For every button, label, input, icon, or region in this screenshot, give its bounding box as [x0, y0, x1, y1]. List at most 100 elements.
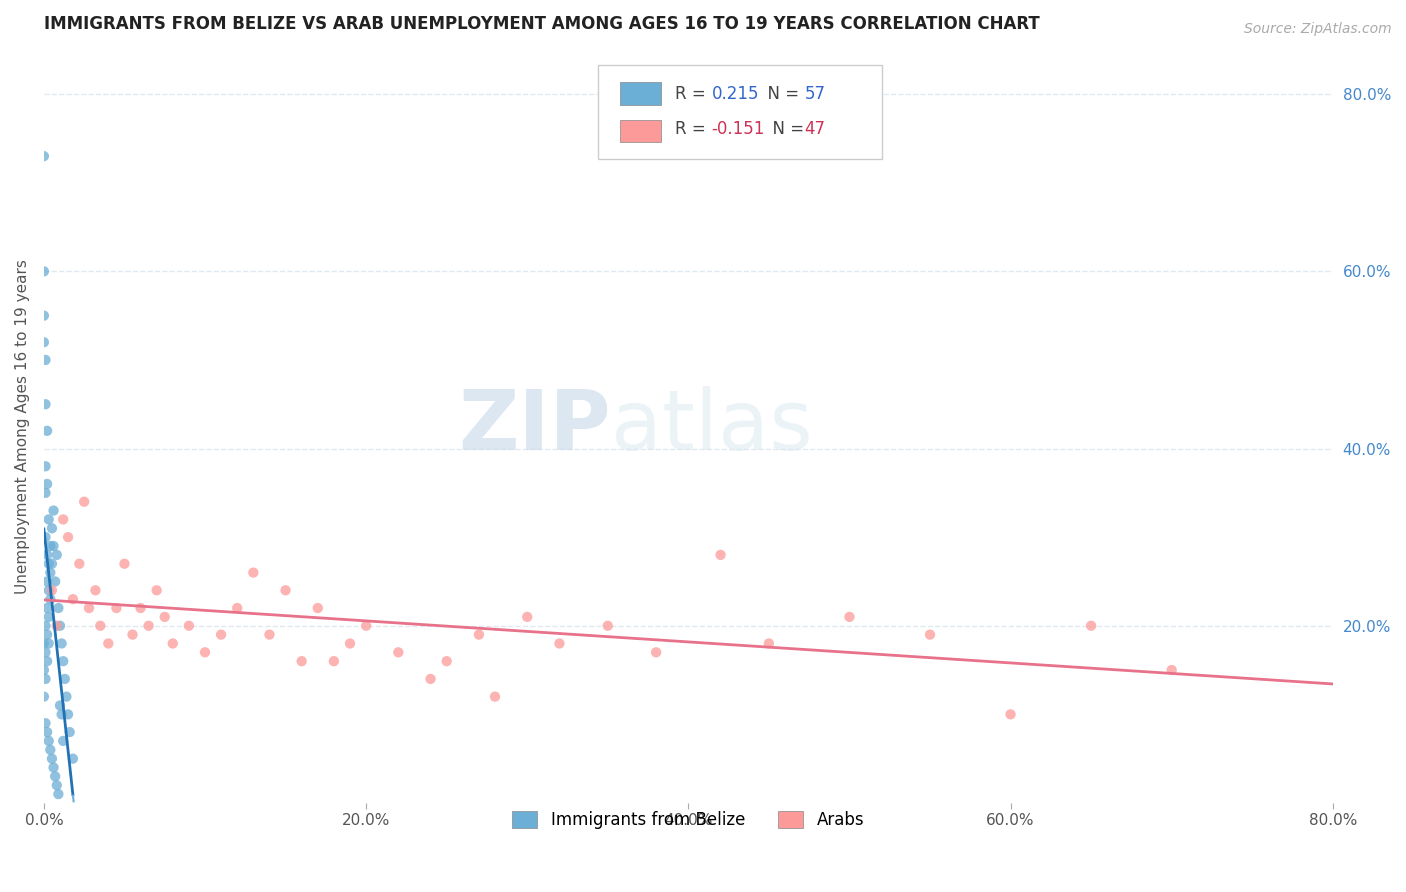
Text: R =: R = [675, 85, 711, 103]
Point [37, 725, 59, 739]
Point [419, 672, 441, 686]
FancyBboxPatch shape [620, 120, 661, 143]
Point [37, 601, 59, 615]
Point [596, 619, 619, 633]
Point [52, 512, 75, 526]
Point [32, 690, 55, 704]
Point [38, 610, 60, 624]
Point [1000, 707, 1022, 722]
Point [41, 583, 63, 598]
Point [516, 610, 538, 624]
Point [34, 397, 56, 411]
Point [38, 734, 60, 748]
Point [38, 557, 60, 571]
Point [84, 583, 107, 598]
Point [484, 690, 506, 704]
Text: N =: N = [762, 120, 810, 138]
FancyBboxPatch shape [598, 65, 882, 159]
Point [34, 645, 56, 659]
Point [436, 654, 458, 668]
Y-axis label: Unemployment Among Ages 16 to 19 years: Unemployment Among Ages 16 to 19 years [15, 259, 30, 594]
Point [49, 698, 72, 713]
Text: IMMIGRANTS FROM BELIZE VS ARAB UNEMPLOYMENT AMONG AGES 16 TO 19 YEARS CORRELATIO: IMMIGRANTS FROM BELIZE VS ARAB UNEMPLOYM… [44, 15, 1039, 33]
Point [194, 645, 217, 659]
Point [77, 601, 100, 615]
Point [918, 627, 941, 641]
Point [41, 557, 63, 571]
Point [39, 539, 62, 553]
Point [34, 530, 56, 544]
Point [645, 645, 668, 659]
Point [32, 149, 55, 163]
Point [52, 734, 75, 748]
Text: Source: ZipAtlas.com: Source: ZipAtlas.com [1244, 22, 1392, 37]
Point [56, 530, 79, 544]
Point [105, 601, 128, 615]
Point [45, 548, 67, 562]
Point [39, 566, 62, 580]
Text: atlas: atlas [612, 386, 813, 467]
Point [32, 264, 55, 278]
Point [45, 778, 67, 792]
Point [145, 583, 167, 598]
Point [34, 353, 56, 368]
Point [838, 610, 860, 624]
Point [62, 592, 84, 607]
Point [73, 494, 96, 508]
Point [51, 636, 73, 650]
Point [226, 601, 249, 615]
Point [177, 619, 200, 633]
Point [32, 309, 55, 323]
Text: R =: R = [675, 120, 711, 138]
Point [274, 583, 297, 598]
Point [387, 645, 409, 659]
Point [44, 769, 66, 783]
Point [548, 636, 571, 650]
Text: ZIP: ZIP [458, 386, 612, 467]
Point [38, 512, 60, 526]
Text: 47: 47 [804, 120, 825, 138]
Point [37, 574, 59, 589]
Point [51, 707, 73, 722]
FancyBboxPatch shape [620, 82, 661, 105]
Point [44, 574, 66, 589]
Point [32, 636, 55, 650]
Point [758, 636, 780, 650]
Point [162, 636, 184, 650]
Point [32, 663, 55, 677]
Point [55, 690, 77, 704]
Point [1080, 619, 1102, 633]
Text: 57: 57 [804, 85, 825, 103]
Legend: Immigrants from Belize, Arabs: Immigrants from Belize, Arabs [506, 805, 870, 836]
Point [209, 627, 232, 641]
Text: -0.151: -0.151 [711, 120, 765, 138]
Point [52, 654, 75, 668]
Point [48, 787, 70, 801]
Point [38, 583, 60, 598]
Text: 0.215: 0.215 [711, 85, 759, 103]
Point [468, 627, 491, 641]
Point [53, 672, 76, 686]
Point [153, 610, 176, 624]
Point [45, 619, 67, 633]
Point [39, 592, 62, 607]
Point [709, 548, 731, 562]
Point [34, 619, 56, 633]
Point [42, 539, 65, 553]
Point [62, 752, 84, 766]
Point [34, 459, 56, 474]
Point [49, 619, 72, 633]
Point [42, 760, 65, 774]
Point [59, 725, 82, 739]
Point [242, 566, 264, 580]
Point [259, 627, 281, 641]
Point [34, 716, 56, 731]
Point [32, 335, 55, 350]
Point [37, 424, 59, 438]
Point [129, 601, 152, 615]
Point [39, 743, 62, 757]
Point [41, 521, 63, 535]
Point [67, 557, 90, 571]
Text: N =: N = [756, 85, 804, 103]
Point [291, 654, 314, 668]
